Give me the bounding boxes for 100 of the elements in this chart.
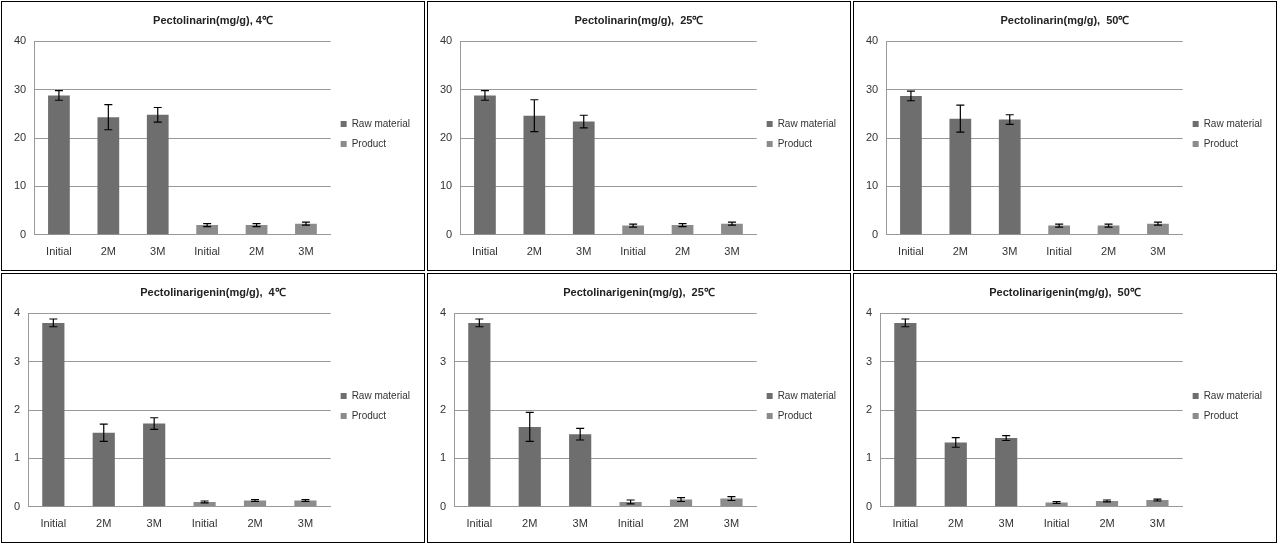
bar bbox=[998, 119, 1021, 235]
bar bbox=[468, 322, 491, 507]
x-tick-label: 2M bbox=[674, 245, 691, 258]
y-tick-label: 4 bbox=[865, 306, 873, 319]
y-tick-label: 0 bbox=[20, 227, 27, 240]
bar bbox=[900, 95, 922, 235]
x-tick-label: Initial bbox=[46, 245, 72, 258]
x-tick-label: Initial bbox=[620, 245, 646, 258]
x-tick-label: Initial bbox=[892, 517, 919, 530]
bar bbox=[245, 225, 268, 235]
x-tick-label: 3M bbox=[724, 245, 740, 258]
bar bbox=[572, 121, 595, 235]
y-tick-label: 1 bbox=[865, 451, 873, 464]
legend-label: Product bbox=[351, 137, 387, 149]
legend-label: Raw material bbox=[1203, 389, 1263, 401]
chart-title: Pectolinarin(mg/g), 4℃ bbox=[153, 13, 273, 26]
bar bbox=[474, 95, 496, 235]
legend-label: Raw material bbox=[351, 389, 411, 401]
y-tick-label: 20 bbox=[13, 131, 27, 144]
y-tick-label: 0 bbox=[439, 499, 447, 512]
x-tick-label: 2M bbox=[952, 245, 968, 258]
y-tick-label: 20 bbox=[865, 131, 879, 144]
bar bbox=[97, 117, 120, 235]
chart-title: Pectolinarigenin(mg/g), 25℃ bbox=[563, 285, 715, 298]
y-tick-label: 4 bbox=[439, 306, 447, 319]
y-tick-label: 40 bbox=[439, 34, 453, 47]
bar bbox=[42, 322, 65, 507]
legend-label: Product bbox=[777, 409, 813, 421]
y-tick-label: 10 bbox=[439, 179, 453, 192]
bar bbox=[671, 225, 694, 235]
x-tick-label: Initial bbox=[40, 517, 67, 530]
x-tick-label: Initial bbox=[191, 517, 218, 530]
x-tick-label: Initial bbox=[617, 517, 644, 530]
bar bbox=[569, 434, 592, 507]
y-tick-label: 0 bbox=[446, 227, 453, 240]
x-tick-label: 3M bbox=[1150, 245, 1166, 258]
x-tick-label: 2M bbox=[526, 245, 542, 258]
y-tick-label: 0 bbox=[865, 499, 873, 512]
bar bbox=[48, 95, 70, 235]
x-tick-label: Initial bbox=[1043, 517, 1070, 530]
x-tick-label: Initial bbox=[1046, 245, 1072, 258]
y-tick-label: 40 bbox=[865, 34, 879, 47]
bar bbox=[1045, 502, 1068, 507]
y-tick-label: 3 bbox=[439, 354, 447, 367]
legend-label: Product bbox=[1203, 137, 1239, 149]
legend-label: Raw material bbox=[777, 117, 837, 129]
y-tick-label: 3 bbox=[13, 354, 21, 367]
x-tick-label: 3M bbox=[150, 245, 166, 258]
x-tick-label: 3M bbox=[572, 517, 588, 530]
y-tick-label: 10 bbox=[13, 179, 27, 192]
legend-label: Product bbox=[351, 409, 387, 421]
x-tick-label: 2M bbox=[1100, 245, 1117, 258]
x-tick-label: Initial bbox=[466, 517, 493, 530]
x-tick-label: 3M bbox=[723, 517, 740, 530]
x-tick-label: Initial bbox=[898, 245, 924, 258]
bar bbox=[518, 426, 541, 507]
x-tick-label: 3M bbox=[1149, 517, 1166, 530]
y-tick-label: 40 bbox=[13, 34, 27, 47]
y-tick-label: 10 bbox=[865, 179, 879, 192]
x-tick-label: 3M bbox=[297, 517, 314, 530]
x-tick-label: 3M bbox=[298, 245, 314, 258]
bar bbox=[523, 115, 546, 235]
y-tick-label: 30 bbox=[13, 82, 27, 95]
y-tick-label: 1 bbox=[439, 451, 447, 464]
chart-title: Pectolinarigenin(mg/g), 4℃ bbox=[140, 285, 286, 298]
x-tick-label: Initial bbox=[194, 245, 220, 258]
bar bbox=[143, 423, 166, 507]
bar bbox=[949, 118, 972, 235]
bar bbox=[196, 225, 219, 235]
legend-label: Raw material bbox=[351, 117, 411, 129]
y-tick-label: 30 bbox=[439, 82, 453, 95]
x-tick-label: 3M bbox=[1002, 245, 1018, 258]
legend-label: Raw material bbox=[1203, 117, 1263, 129]
chart-title: Pectolinarigenin(mg/g), 50℃ bbox=[989, 285, 1141, 298]
x-tick-label: 2M bbox=[100, 245, 116, 258]
bar bbox=[894, 322, 917, 507]
y-tick-label: 0 bbox=[872, 227, 879, 240]
bar bbox=[92, 432, 115, 507]
x-tick-label: 2M bbox=[247, 517, 263, 530]
bar bbox=[146, 114, 169, 235]
chart-title: Pectolinarin(mg/g), 25℃ bbox=[574, 13, 704, 26]
y-tick-label: 4 bbox=[13, 306, 21, 319]
x-tick-label: Initial bbox=[472, 245, 498, 258]
legend-label: Product bbox=[777, 137, 813, 149]
x-tick-label: 2M bbox=[96, 517, 112, 530]
y-tick-label: 3 bbox=[865, 354, 873, 367]
chart-title: Pectolinarin(mg/g), 50℃ bbox=[1000, 13, 1130, 26]
y-tick-label: 0 bbox=[13, 499, 21, 512]
y-tick-label: 20 bbox=[439, 131, 453, 144]
x-tick-label: 2M bbox=[1099, 517, 1115, 530]
x-tick-label: 3M bbox=[146, 517, 162, 530]
x-tick-label: 2M bbox=[673, 517, 689, 530]
bar bbox=[995, 438, 1018, 507]
x-tick-label: 2M bbox=[248, 245, 265, 258]
legend-label: Product bbox=[1203, 409, 1239, 421]
x-tick-label: 3M bbox=[576, 245, 592, 258]
y-tick-label: 2 bbox=[13, 403, 21, 416]
y-tick-label: 1 bbox=[13, 451, 21, 464]
x-tick-label: 2M bbox=[948, 517, 964, 530]
legend-label: Raw material bbox=[777, 389, 837, 401]
